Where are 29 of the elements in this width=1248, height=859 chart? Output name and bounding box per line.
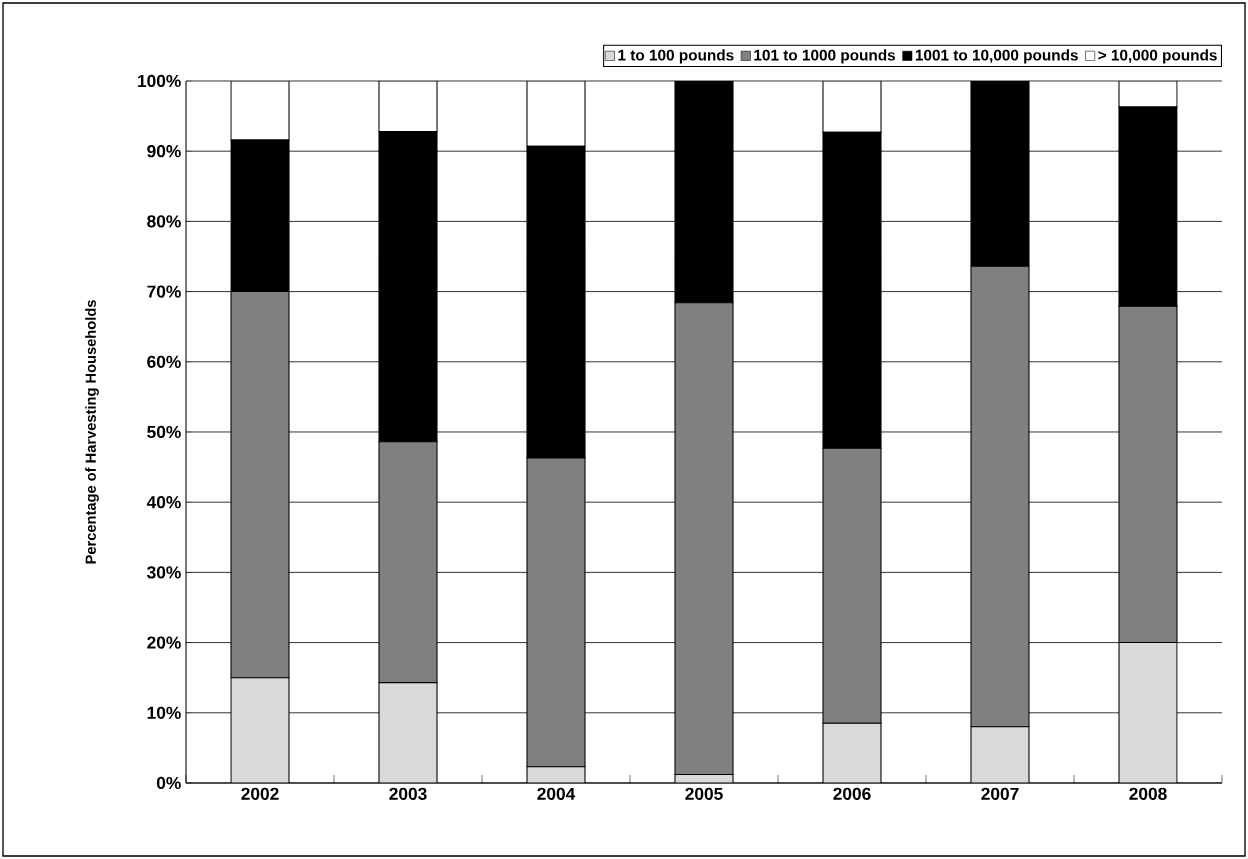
bar — [822, 722, 882, 783]
x-tick-label: 2003 — [389, 787, 427, 800]
x-tick-label: 2006 — [833, 787, 871, 800]
bar — [230, 677, 290, 783]
y-tick-label: 70% — [147, 285, 181, 298]
legend-label: 1 to 100 pounds — [618, 49, 734, 64]
bar — [970, 726, 1030, 783]
x-tick-label: 2008 — [1129, 787, 1167, 800]
y-tick-label: 30% — [147, 566, 181, 579]
y-tick-label: 80% — [147, 215, 181, 228]
y-tick-label: 40% — [146, 496, 181, 509]
legend-label: 101 to 1000 pounds — [754, 49, 896, 64]
y-tick-label: 90% — [147, 145, 181, 158]
legend-label: 1001 to 10,000 pounds — [915, 49, 1078, 64]
y-tick-label: 60% — [147, 355, 181, 368]
y-tick-label: 10% — [147, 706, 181, 719]
x-tick-label: 2002 — [241, 787, 279, 800]
bar — [1118, 642, 1178, 783]
x-tick-label: 2004 — [537, 787, 576, 800]
bar — [378, 682, 438, 783]
legend-label: > 10,000 pounds — [1098, 49, 1217, 64]
y-tick-label: 100% — [138, 74, 181, 88]
y-tick-label: 50% — [147, 425, 181, 439]
x-tick-label: 2005 — [685, 787, 723, 800]
y-tick-label: 0% — [156, 776, 181, 790]
y-axis-title: Percentage of Harvesting Households — [85, 300, 99, 564]
x-tick-label: 2007 — [981, 787, 1019, 800]
bar — [526, 766, 586, 783]
y-tick-label: 20% — [147, 636, 181, 649]
